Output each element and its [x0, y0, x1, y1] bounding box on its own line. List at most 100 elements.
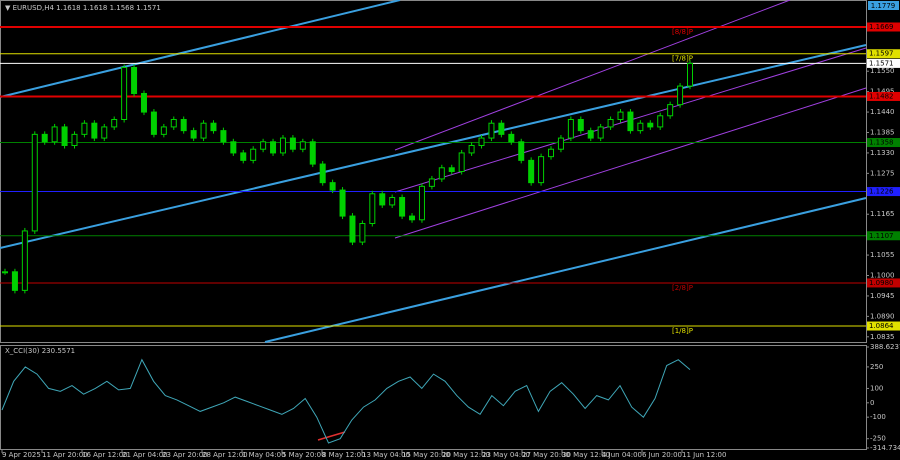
y-tick-label: 1.1000	[870, 272, 895, 280]
y-tick-label: 1.0945	[870, 292, 895, 300]
level-tag: [2/8]P	[672, 284, 693, 292]
candle-body	[369, 193, 376, 225]
level-badge	[867, 91, 900, 101]
x-tick-label: 28 Apr 12:00	[202, 451, 248, 459]
level-badge	[867, 58, 900, 68]
candle-body	[21, 230, 28, 291]
level-badge	[867, 278, 900, 288]
candle-body	[150, 111, 157, 135]
y-tick-label: 1.0835	[870, 333, 895, 341]
x-tick-label: 1 May 04:00	[242, 451, 286, 459]
x-tick-label: 15 May 20:00	[402, 451, 450, 459]
candle-body	[91, 122, 98, 139]
candle-body	[41, 133, 48, 143]
x-tick-label: 11 Jun 12:00	[682, 451, 726, 459]
x-tick-label: 30 May 12:00	[562, 451, 610, 459]
candle-body	[319, 163, 326, 184]
candle-body	[458, 152, 465, 173]
level-label: 1.1226	[869, 188, 894, 196]
candle-body	[637, 122, 644, 132]
candle-body	[548, 148, 555, 158]
candle-body	[71, 133, 78, 146]
candle-body	[567, 118, 574, 139]
level-label: 1.1482	[869, 92, 894, 100]
candle-body	[240, 152, 247, 161]
y-tick-label: 1.1165	[870, 210, 895, 218]
price-panel	[0, 0, 867, 343]
candle-body	[399, 197, 406, 217]
y-tick-label: 100	[870, 384, 883, 392]
candle-body	[538, 156, 545, 184]
x-tick-label: 8 May 12:00	[322, 451, 366, 459]
x-tick-label: 4 Jun 04:00	[602, 451, 642, 459]
candle-body	[121, 66, 128, 120]
candle-body	[339, 189, 346, 217]
candle-body	[627, 111, 634, 132]
candle-body	[677, 85, 684, 106]
candle-body	[270, 141, 277, 154]
x-tick-label: 5 May 20:00	[282, 451, 326, 459]
indicator-title: X_CCI(30) 230.5571	[5, 347, 75, 355]
level-tag: [7/8]P	[672, 55, 693, 63]
y-tick-label: -314.734	[870, 444, 900, 452]
candle-body	[309, 141, 316, 165]
level-label: 1.0980	[869, 279, 894, 287]
trend-line	[317, 431, 346, 441]
level-badge	[867, 138, 900, 148]
y-tick-label: 1.1330	[870, 149, 895, 157]
x-tick-label: 23 May 04:00	[482, 451, 530, 459]
candle-body	[210, 122, 217, 132]
level-label: 1.1597	[869, 50, 894, 58]
channel-line	[0, 44, 867, 249]
cci-line	[1, 358, 691, 444]
level-label: 1.0864	[869, 322, 894, 330]
y-tick-label: 1.1055	[870, 251, 895, 259]
level-badge	[867, 231, 900, 241]
candle-body	[498, 122, 505, 135]
x-tick-label: 20 May 12:00	[442, 451, 490, 459]
y-tick-label: 250	[870, 363, 883, 371]
channel-line	[0, 0, 401, 98]
candle-body	[657, 115, 664, 128]
candle-body	[468, 144, 475, 154]
level-tag: [8/8]P	[672, 28, 693, 36]
candle-body	[31, 133, 38, 232]
candle-body	[220, 130, 227, 143]
candle-body	[349, 215, 356, 243]
candle-body	[577, 118, 584, 132]
candle-body	[51, 126, 58, 143]
level-badge	[867, 22, 900, 32]
y-tick-label: -100	[870, 413, 886, 421]
candle-body	[131, 66, 138, 94]
candle-body	[200, 122, 207, 139]
candle-body	[438, 167, 445, 180]
candle-body	[160, 126, 167, 135]
candle-body	[81, 122, 88, 135]
candle-body	[279, 137, 286, 154]
channel-line	[394, 0, 791, 151]
level-badge	[867, 187, 900, 197]
y-tick-label: 1.1440	[870, 108, 895, 116]
x-tick-label: 21 Apr 04:00	[122, 451, 168, 459]
level-badge	[867, 49, 900, 59]
level-label: 1.1669	[869, 23, 894, 31]
candle-body	[518, 141, 525, 161]
candle-body	[418, 185, 425, 221]
candle-body	[607, 118, 614, 128]
indicator-panel	[0, 345, 867, 450]
price-badge	[868, 1, 899, 10]
candle-body	[478, 137, 485, 146]
candle-body	[379, 193, 386, 206]
x-tick-label: 13 May 04:00	[362, 451, 410, 459]
candle-body	[389, 197, 396, 206]
candle-body	[101, 126, 108, 139]
candle-body	[2, 271, 8, 274]
level-label: 1.1358	[869, 139, 894, 147]
candle-body	[359, 223, 366, 243]
candle-body	[190, 130, 197, 139]
top-label: 1.1779	[871, 2, 896, 10]
candle-body	[61, 126, 68, 146]
y-tick-label: 1.0890	[870, 312, 895, 320]
